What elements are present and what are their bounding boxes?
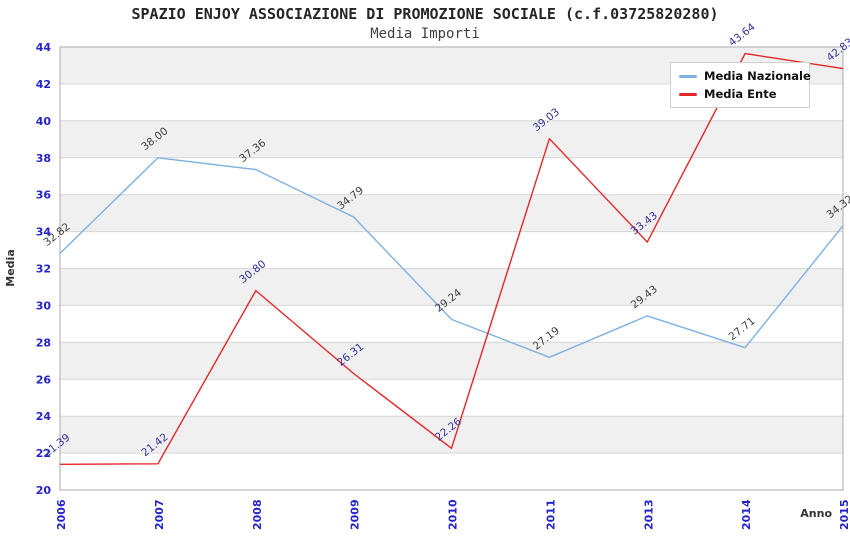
legend-item-media-ente: Media Ente <box>679 85 809 103</box>
y-axis-title: Media <box>4 249 17 286</box>
legend: Media Nazionale Media Ente <box>670 62 811 108</box>
y-tick-label: 24 <box>36 410 52 423</box>
y-tick-label: 38 <box>36 152 51 165</box>
y-tick-label: 44 <box>36 41 52 54</box>
chart-title: SPAZIO ENJOY ASSOCIAZIONE DI PROMOZIONE … <box>131 5 719 23</box>
plot-band <box>60 268 843 306</box>
y-tick-label: 40 <box>36 115 52 128</box>
y-tick-label: 34 <box>36 226 52 239</box>
legend-line-sample-blue <box>679 74 697 78</box>
x-tick-label: 2011 <box>544 499 557 530</box>
legend-line-sample-red <box>679 92 697 96</box>
y-tick-label: 36 <box>36 189 52 202</box>
x-tick-label: 2006 <box>55 499 68 530</box>
x-tick-label: 2009 <box>349 499 362 530</box>
y-tick-label: 22 <box>36 447 51 460</box>
y-tick-label: 28 <box>36 336 51 349</box>
y-tick-label: 42 <box>36 78 51 91</box>
x-tick-label: 2013 <box>642 499 655 530</box>
plot-band <box>60 194 843 232</box>
legend-item-media-nazionale: Media Nazionale <box>679 67 811 85</box>
plot-band <box>60 120 843 158</box>
y-tick-label: 30 <box>36 299 52 312</box>
plot-border <box>59 46 844 491</box>
chart-subtitle: Media Importi <box>370 26 480 42</box>
y-tick-label: 32 <box>36 263 51 276</box>
x-tick-label: 2014 <box>740 499 753 530</box>
series-line-media-nazionale <box>59 157 844 358</box>
y-tick-label: 26 <box>36 373 52 386</box>
x-tick-label: 2010 <box>447 499 460 530</box>
x-tick-label: 2007 <box>153 499 166 530</box>
legend-label: Media Ente <box>704 87 777 101</box>
series-line-media-ente <box>59 52 844 465</box>
legend-label: Media Nazionale <box>704 69 811 83</box>
y-tick-label: 20 <box>36 484 52 497</box>
x-axis-title: Anno <box>800 507 832 520</box>
plot-band <box>60 342 843 380</box>
x-tick-label: 2008 <box>251 499 264 530</box>
x-tick-label: 2015 <box>838 499 850 530</box>
point-label: 43.64 <box>727 21 758 49</box>
